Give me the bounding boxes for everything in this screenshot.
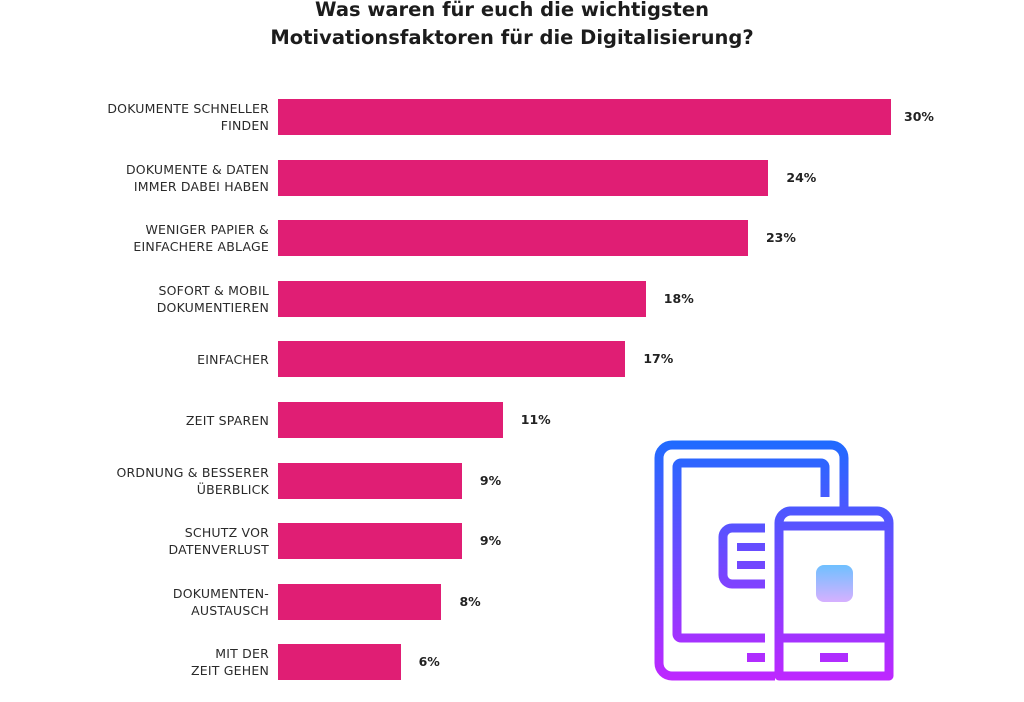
category-label-line: DATENVERLUST	[168, 542, 269, 557]
category-label: DOKUMENTE & DATEN IMMER DABEI HABEN	[9, 161, 269, 195]
category-label: ZEIT SPAREN	[9, 412, 269, 429]
phone-outline	[774, 506, 894, 681]
bar	[278, 523, 462, 559]
category-label: DOKUMENTE SCHNELLER FINDEN	[9, 100, 269, 134]
category-label-line: WENIGER PAPIER &	[145, 222, 269, 237]
bar	[278, 160, 769, 196]
category-label-line: DOKUMENTIEREN	[156, 300, 269, 315]
category-label-line: DOKUMENTEN-	[172, 586, 269, 601]
bar	[278, 341, 626, 377]
value-label: 24%	[786, 170, 817, 185]
category-label-line: EINFACHERE ABLAGE	[133, 239, 269, 254]
value-label: 11%	[520, 412, 551, 427]
category-label-line: ÜBERBLICK	[196, 482, 269, 497]
category-label-line: SCHUTZ VOR	[184, 525, 269, 540]
bar	[278, 281, 646, 317]
category-label-line: EINFACHER	[197, 351, 269, 367]
category-label-line: DOKUMENTE & DATEN	[125, 162, 269, 177]
category-label: SOFORT & MOBIL DOKUMENTIEREN	[9, 282, 269, 316]
category-label-line: SOFORT & MOBIL	[158, 283, 269, 298]
category-label: ORDNUNG & BESSERER ÜBERBLICK	[9, 464, 269, 498]
bar	[278, 99, 891, 135]
value-label: 6%	[418, 654, 440, 669]
chart-title: Was waren für euch die wichtigsten Motiv…	[0, 0, 1024, 52]
chart-title-line-1: Was waren für euch die wichtigsten	[315, 0, 709, 21]
value-label: 9%	[479, 533, 502, 548]
category-label-line: IMMER DABEI HABEN	[133, 179, 269, 194]
category-label-line: FINDEN	[220, 118, 269, 133]
tablet-screen	[672, 458, 830, 643]
bar	[278, 463, 462, 499]
category-label-line: AUSTAUSCH	[191, 603, 269, 618]
category-label: DOKUMENTEN- AUSTAUSCH	[9, 585, 269, 619]
category-label-line: ZEIT GEHEN	[191, 663, 269, 678]
category-label-line: ZEIT SPAREN	[185, 412, 269, 428]
value-label: 30%	[904, 109, 934, 124]
category-label: SCHUTZ VOR DATENVERLUST	[9, 524, 269, 558]
category-label: MIT DER ZEIT GEHEN	[9, 645, 269, 679]
bar	[278, 220, 748, 256]
category-label-line: MIT DER	[215, 646, 269, 661]
value-label: 18%	[663, 291, 694, 306]
card-bracket	[718, 523, 765, 589]
value-label: 17%	[643, 351, 674, 366]
value-label: 23%	[765, 230, 796, 245]
bar	[278, 584, 442, 620]
chart-title-line-2: Motivationsfaktoren für die Digitalisier…	[270, 26, 754, 49]
category-label: EINFACHER	[9, 351, 269, 368]
tablet-outline	[654, 440, 849, 681]
bar	[278, 402, 503, 438]
category-label-line: DOKUMENTE SCHNELLER	[107, 101, 269, 116]
bar	[278, 644, 401, 680]
category-label: WENIGER PAPIER & EINFACHERE ABLAGE	[9, 221, 269, 255]
value-label: 8%	[459, 594, 481, 609]
value-label: 9%	[479, 473, 502, 488]
app-tile	[816, 565, 853, 602]
category-label-line: ORDNUNG & BESSERER	[116, 465, 269, 480]
